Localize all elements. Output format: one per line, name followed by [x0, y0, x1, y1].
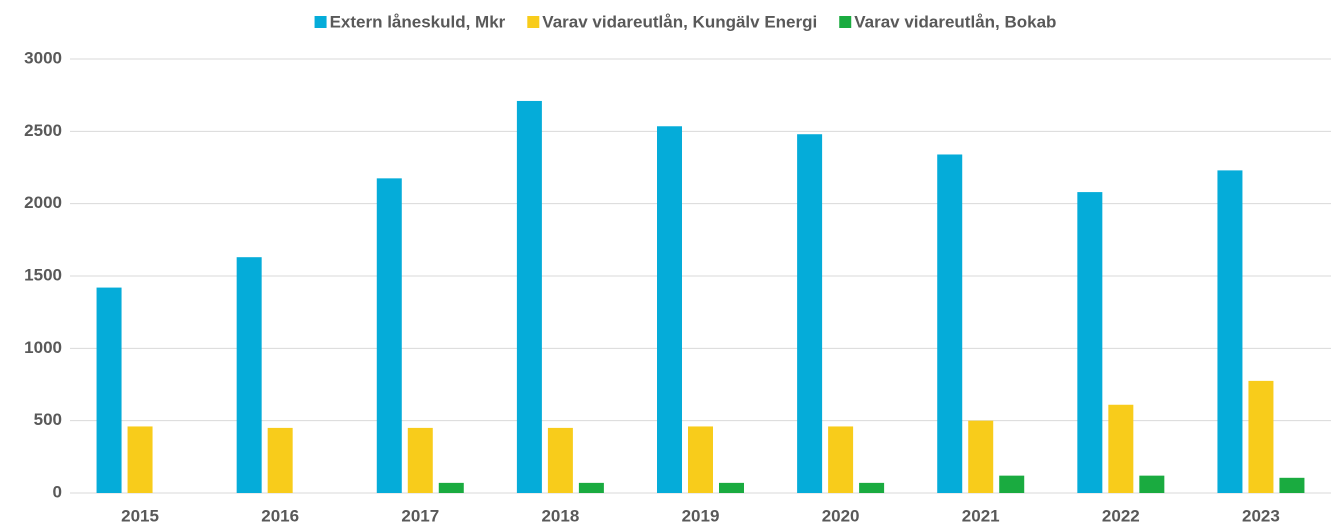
x-tick-label: 2023	[1242, 506, 1280, 525]
bar	[407, 427, 433, 493]
legend-label: Varav vidareutlån, Bokab	[854, 12, 1056, 31]
bar	[96, 287, 122, 493]
y-tick-label: 2500	[24, 121, 62, 140]
y-tick-label: 3000	[24, 48, 62, 67]
bar	[376, 178, 402, 493]
bar	[236, 257, 262, 493]
x-tick-label: 2021	[962, 506, 1000, 525]
legend-label: Varav vidareutlån, Kungälv Energi	[542, 12, 817, 31]
legend-label: Extern låneskuld, Mkr	[330, 12, 506, 31]
bar	[999, 475, 1025, 493]
x-tick-label: 2019	[682, 506, 720, 525]
x-tick-label: 2017	[401, 506, 439, 525]
bar	[267, 427, 293, 493]
bar	[1108, 404, 1134, 493]
bar	[828, 426, 854, 493]
bar	[859, 482, 885, 493]
legend-swatch	[527, 16, 540, 28]
y-tick-label: 0	[53, 482, 62, 501]
bar	[657, 126, 682, 494]
bar	[547, 427, 573, 493]
bar	[1279, 477, 1305, 493]
bar	[578, 482, 604, 493]
bar	[1248, 380, 1274, 493]
bar	[719, 482, 744, 493]
legend-swatch	[839, 16, 852, 28]
y-tick-label: 1000	[24, 338, 62, 357]
x-tick-label: 2022	[1102, 506, 1140, 525]
x-tick-label: 2016	[261, 506, 299, 525]
bar	[797, 134, 823, 493]
bar	[516, 100, 542, 493]
y-tick-label: 1500	[24, 265, 62, 284]
legend-swatch	[314, 16, 327, 28]
bar	[1139, 475, 1165, 493]
y-tick-label: 500	[34, 410, 62, 429]
x-tick-label: 2018	[541, 506, 579, 525]
bar	[1077, 192, 1103, 494]
bar	[1217, 170, 1243, 494]
bar	[688, 426, 713, 493]
x-tick-label: 2015	[121, 506, 159, 525]
x-tick-label: 2020	[822, 506, 860, 525]
y-tick-label: 2000	[24, 193, 62, 212]
bar	[438, 482, 464, 493]
bar	[127, 426, 153, 493]
bar	[968, 420, 994, 493]
bar	[937, 154, 963, 494]
